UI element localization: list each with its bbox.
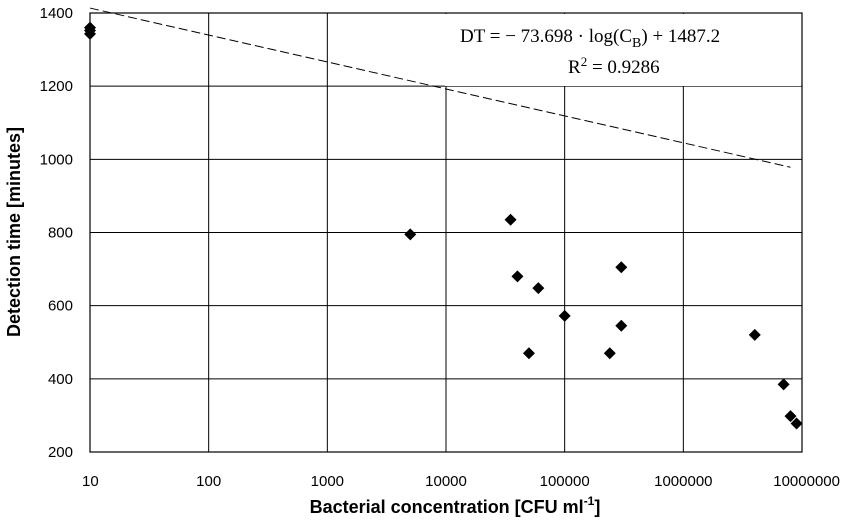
y-tick-label: 1200 [40, 78, 73, 95]
data-point [522, 347, 535, 360]
plot-frame [89, 12, 803, 453]
data-point [511, 270, 524, 283]
y-tick-label: 1400 [40, 5, 73, 22]
x-tick-label: 10000 [425, 473, 467, 490]
tick-labels: 10 100 1000 10000 100000 1000000 10000000 200 40… [40, 5, 840, 490]
data-point [615, 319, 628, 332]
equation-box: DT = − 73.698 · log(CB) + 1487.2 R2 = 0.… [445, 14, 801, 86]
data-point [790, 417, 803, 430]
data-point [558, 309, 571, 322]
y-tick-label: 600 [48, 298, 73, 315]
data-point [777, 378, 790, 391]
x-tick-label: 1000 [311, 473, 344, 490]
data-point [404, 228, 417, 241]
trendline-layer [89, 7, 791, 168]
data-point [784, 410, 797, 423]
y-tick-label: 800 [48, 225, 73, 242]
y-tick-label: 1000 [40, 151, 73, 168]
x-tick-label: 100000 [540, 473, 590, 490]
y-tick-label: 200 [48, 444, 73, 461]
trendline [89, 7, 791, 168]
x-axis-title: Bacterial concentration [CFU ml-1] [310, 494, 601, 517]
x-tick-label: 10 [82, 473, 99, 490]
data-point [603, 347, 616, 360]
y-axis-title: Detection time [minutes] [4, 127, 24, 337]
data-points [84, 21, 803, 430]
equation-text: DT = − 73.698 · log(CB) + 1487.2 [460, 26, 720, 51]
x-tick-label: 10000000 [773, 473, 840, 490]
y-tick-label: 400 [48, 371, 73, 388]
data-point [532, 282, 545, 295]
x-tick-label: 100 [196, 473, 221, 490]
x-tick-label: 1000000 [654, 473, 712, 490]
r-squared-text: R2 = 0.9286 [568, 54, 660, 78]
data-point [504, 213, 517, 226]
data-point [615, 261, 628, 274]
data-point [748, 328, 761, 341]
